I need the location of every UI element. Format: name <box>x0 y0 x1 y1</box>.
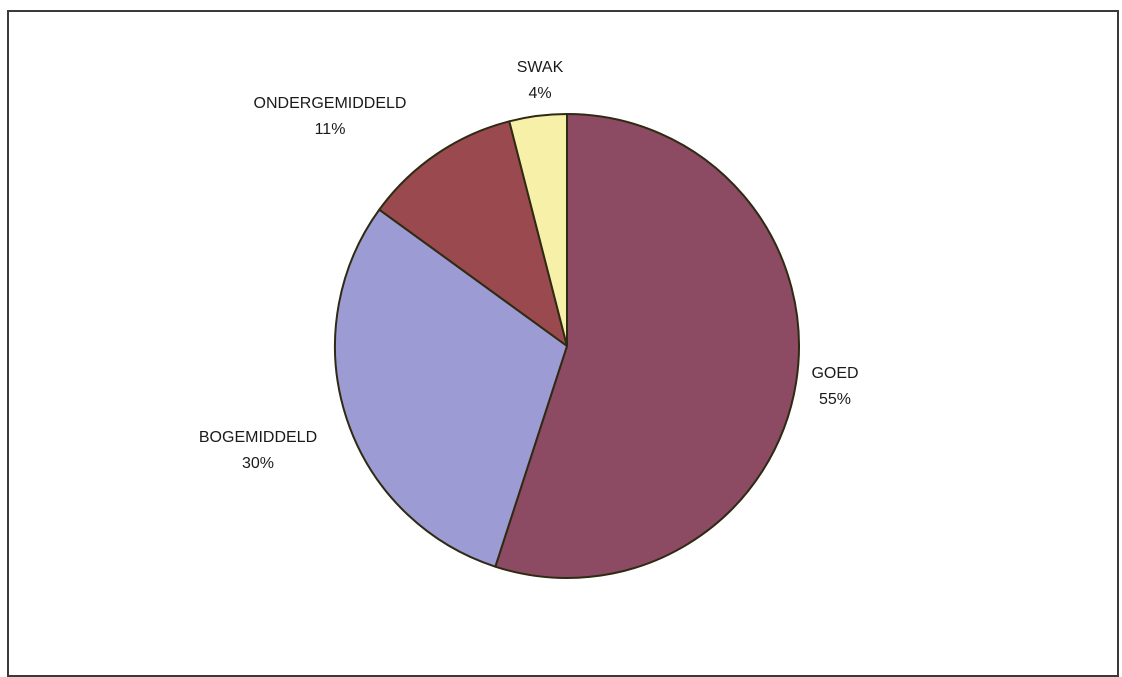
pie-slice-ondergemiddeld <box>378 120 568 347</box>
slice-percent-swak-value: 4% <box>528 85 551 102</box>
pie-slices <box>334 113 800 579</box>
pie-slice-swak <box>508 113 568 347</box>
pie-slice-bogemiddeld <box>334 208 568 568</box>
slice-label-swak-name: SWAK <box>517 59 564 76</box>
slice-percent-goed: 55% <box>819 391 851 408</box>
slice-label-bogemiddeld-name: BOGEMIDDELD <box>199 429 317 446</box>
slice-label-swak: SWAK <box>517 59 564 76</box>
slice-percent-swak: 4% <box>528 85 551 102</box>
slice-percent-ondergemiddeld-value: 11% <box>315 121 346 138</box>
slice-label-ondergemiddeld: ONDERGEMIDDELD <box>254 95 407 112</box>
slice-label-goed: GOED <box>811 365 858 382</box>
slice-label-ondergemiddeld-name: ONDERGEMIDDELD <box>254 95 407 112</box>
slice-percent-bogemiddeld: 30% <box>242 455 274 472</box>
pie-slice-goed <box>494 113 800 579</box>
slice-label-goed-name: GOED <box>811 365 858 382</box>
slice-percent-goed-value: 55% <box>819 391 851 408</box>
slice-label-bogemiddeld: BOGEMIDDELD <box>199 429 317 446</box>
slice-percent-bogemiddeld-value: 30% <box>242 455 274 472</box>
slice-percent-ondergemiddeld: 11% <box>315 121 346 138</box>
